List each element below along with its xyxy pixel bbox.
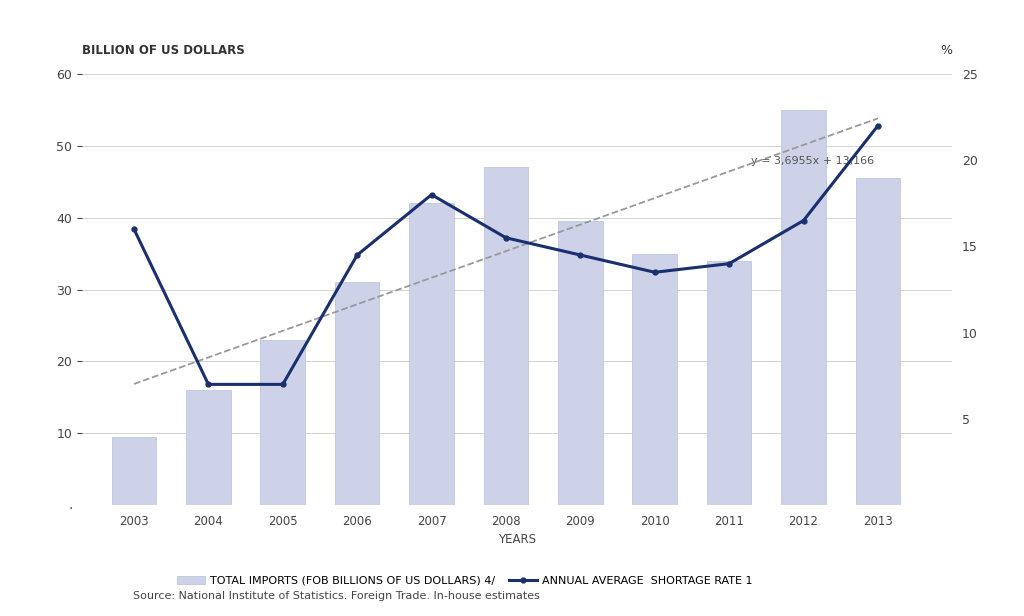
- Bar: [260, 340, 305, 505]
- Text: %: %: [940, 44, 952, 57]
- Text: y = 3,6955x + 13,166: y = 3,6955x + 13,166: [752, 156, 874, 166]
- Bar: [186, 390, 230, 505]
- Bar: [483, 168, 528, 505]
- X-axis label: YEARS: YEARS: [498, 533, 537, 546]
- Bar: [633, 254, 677, 505]
- Bar: [335, 282, 380, 505]
- Bar: [781, 110, 825, 505]
- Bar: [410, 203, 454, 505]
- Bar: [707, 261, 752, 505]
- Text: BILLION OF US DOLLARS: BILLION OF US DOLLARS: [82, 44, 245, 57]
- Text: Source: National Institute of Statistics. Foreign Trade. In-house estimates: Source: National Institute of Statistics…: [133, 591, 540, 601]
- Text: .: .: [69, 498, 74, 512]
- Bar: [558, 221, 603, 505]
- Bar: [112, 437, 157, 505]
- Legend: TOTAL IMPORTS (FOB BILLIONS OF US DOLLARS) 4/, ANNUAL AVERAGE  SHORTAGE RATE 1: TOTAL IMPORTS (FOB BILLIONS OF US DOLLAR…: [173, 571, 757, 590]
- Bar: [856, 178, 900, 505]
